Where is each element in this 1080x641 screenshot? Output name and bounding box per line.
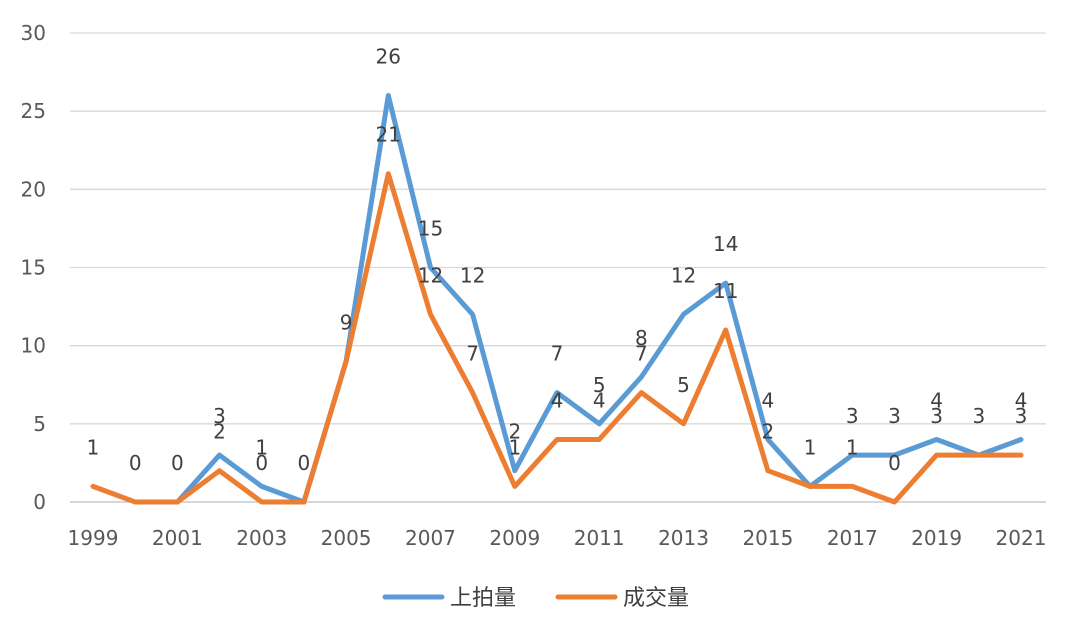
data-label: 4 bbox=[762, 388, 775, 412]
data-label: 4 bbox=[1015, 388, 1028, 412]
data-label: 1 bbox=[508, 435, 521, 459]
data-label: 1 bbox=[846, 435, 859, 459]
x-tick-label: 2009 bbox=[489, 526, 540, 550]
data-label: 1 bbox=[87, 435, 100, 459]
data-label: 3 bbox=[213, 404, 226, 428]
data-label: 1 bbox=[255, 435, 268, 459]
x-tick-label: 2013 bbox=[658, 526, 709, 550]
data-label: 3 bbox=[888, 404, 901, 428]
data-label: 12 bbox=[671, 263, 696, 287]
x-tick-label: 2011 bbox=[574, 526, 625, 550]
data-label: 7 bbox=[466, 342, 479, 366]
legend-label: 成交量 bbox=[623, 586, 689, 611]
y-tick-label: 25 bbox=[21, 99, 46, 123]
data-label: 4 bbox=[593, 388, 606, 412]
data-label: 5 bbox=[593, 373, 606, 397]
y-tick-label: 0 bbox=[33, 490, 46, 514]
data-label: 12 bbox=[460, 263, 485, 287]
data-label: 2 bbox=[213, 420, 226, 444]
data-label: 15 bbox=[418, 217, 443, 241]
y-tick-label: 10 bbox=[21, 334, 46, 358]
data-label: 21 bbox=[376, 123, 401, 147]
data-label: 0 bbox=[298, 451, 311, 475]
data-label: 7 bbox=[635, 342, 648, 366]
data-label: 0 bbox=[129, 451, 142, 475]
data-label: 0 bbox=[255, 451, 268, 475]
y-tick-label: 5 bbox=[33, 412, 46, 436]
data-label: 8 bbox=[635, 326, 648, 350]
data-label: 4 bbox=[930, 388, 943, 412]
series-line-1 bbox=[90, 171, 1024, 505]
data-label: 0 bbox=[888, 451, 901, 475]
grid-lines bbox=[70, 32, 1046, 503]
data-label: 3 bbox=[846, 404, 859, 428]
legend-label: 上拍量 bbox=[450, 586, 516, 611]
data-label: 3 bbox=[930, 404, 943, 428]
series-lines bbox=[90, 93, 1024, 505]
y-tick-label: 30 bbox=[21, 21, 46, 45]
x-axis-ticks: 1999 2001 2003 2005 2007 2009 2011 2013 2015 2017… bbox=[68, 526, 1047, 550]
y-tick-label: 20 bbox=[21, 177, 46, 201]
y-tick-label: 15 bbox=[21, 256, 46, 280]
x-tick-label: 2015 bbox=[742, 526, 793, 550]
x-tick-label: 1999 bbox=[68, 526, 119, 550]
x-tick-label: 2017 bbox=[827, 526, 878, 550]
x-tick-label: 2007 bbox=[405, 526, 456, 550]
x-tick-label: 2003 bbox=[236, 526, 287, 550]
x-tick-label: 2001 bbox=[152, 526, 203, 550]
data-label: 12 bbox=[418, 263, 443, 287]
data-label: 4 bbox=[551, 388, 564, 412]
data-label: 7 bbox=[551, 342, 564, 366]
x-tick-label: 2021 bbox=[996, 526, 1047, 550]
x-tick-label: 2005 bbox=[321, 526, 372, 550]
data-label: 14 bbox=[713, 232, 738, 256]
data-label: 11 bbox=[713, 279, 738, 303]
data-label: 9 bbox=[340, 310, 353, 334]
data-label: 26 bbox=[376, 45, 401, 69]
x-tick-label: 2019 bbox=[911, 526, 962, 550]
y-axis-ticks: 0 5 10 15 20 25 30 bbox=[21, 21, 46, 514]
data-label: 0 bbox=[171, 451, 184, 475]
data-label: 2 bbox=[508, 420, 521, 444]
data-label: 3 bbox=[972, 404, 985, 428]
legend: 上拍量 成交量 bbox=[382, 586, 689, 611]
data-label: 5 bbox=[677, 373, 690, 397]
data-label: 2 bbox=[762, 420, 775, 444]
data-label: 3 bbox=[1015, 404, 1028, 428]
data-label: 1 bbox=[804, 435, 817, 459]
